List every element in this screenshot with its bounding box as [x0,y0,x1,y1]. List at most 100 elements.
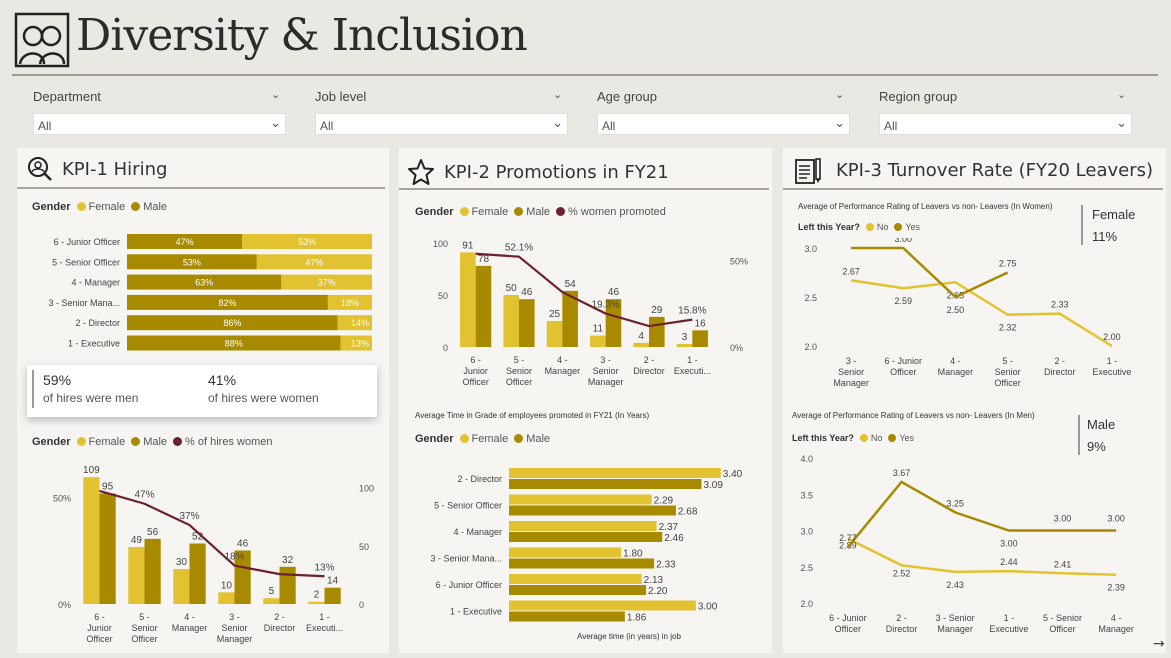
data-label: 18% [341,298,359,308]
data-label: 46 [521,287,533,298]
chevron-down-icon[interactable]: ⌄ [835,88,845,101]
category-label: 3 - Senior Manager [936,613,975,634]
filter-dropdown[interactable]: All ⌄ [33,113,286,135]
filter-label: Region group [879,89,958,104]
legend-gender[interactable]: Gender Female Male % women promoted [415,206,666,218]
bar-female [676,343,693,347]
chevron-down-icon: ⌄ [834,115,845,130]
data-label: 30 [176,557,188,568]
series-line [847,537,1117,576]
hiring-stacked-chart: 6 - Junior Officer 47% 53% 5 - Senior Offic… [48,234,372,351]
bar-male [692,330,708,347]
turnover-women-chart: 3.0 2.5 2.0 3 -Senior Manager 6 - Junior Offic… [804,238,1131,388]
data-label: 4 [638,331,644,342]
category-label: 4 -Manager [172,612,208,633]
turnover-men-chart: 4.0 3.5 3.0 2.5 2.0 6 - Junior Officer 2 -Direc… [800,454,1134,634]
legend-female: Female [88,201,126,213]
bar-female [509,600,696,611]
tick-label: 50 [359,542,369,552]
data-label: 2.37 [659,522,679,533]
line-label: 47% [134,490,154,501]
search-person-icon [28,157,52,181]
kpi3-panel: KPI-3 Turnover Rate (FY20 Leavers) Avera… [783,148,1166,653]
chevron-down-icon[interactable]: ⌄ [271,88,281,101]
kpi1-title: KPI-1 Hiring [62,159,168,180]
bar-female [281,274,372,290]
bar-female [340,335,372,351]
bar-male [127,274,282,290]
filter-label: Department [33,89,101,104]
tick-label: 0 [443,343,448,353]
category-label: 3 - Senior Mana... [430,554,502,564]
legend-gender-2[interactable]: Gender Female Male % of hires women [32,436,272,448]
bar-female [460,252,476,347]
tick-label: 50 [438,291,448,301]
bar-female [503,295,519,347]
data-label: 16 [695,318,707,329]
filter-dropdown[interactable]: All ⌄ [315,113,568,135]
legend-left[interactable]: Left this Year? No Yes [798,222,920,232]
chevron-down-icon[interactable]: ⌄ [1117,88,1127,101]
legend-female: Female [471,206,509,218]
chevron-down-icon: ⌄ [1116,115,1127,130]
legend-gender-2[interactable]: Gender Female Male [415,433,550,445]
category-label: 6 - Junior Officer [54,237,120,247]
filter-dropdown[interactable]: All ⌄ [879,113,1132,135]
data-label: 82% [218,298,236,308]
legend-gender[interactable]: Gender Female Male [32,201,167,213]
bar-female [128,546,145,604]
bar-female [242,234,372,249]
data-label: 11 [593,324,604,335]
chevron-down-icon: ⌄ [270,115,281,130]
data-label: 53% [298,237,316,247]
category-label: 6 - Junior Officer [829,613,867,634]
data-label: 2.46 [664,533,684,544]
data-label: 13% [351,339,369,349]
data-label: 2.20 [648,586,668,597]
data-label: 2.50 [947,305,965,315]
data-label: 3.00 [894,238,912,244]
bar-male [509,479,702,489]
next-page-arrow-icon[interactable]: → [1153,636,1165,652]
series-line [846,480,1117,548]
category-label: 2 -Director [1044,356,1076,377]
category-label: 5 -Senior Officer [506,355,532,387]
legend-line: % women promoted [568,206,666,218]
data-label: 14 [327,576,339,587]
bar-male [509,532,663,542]
category-label: 4 -Manager [1098,613,1134,634]
line-label: 18% [224,552,244,563]
line-label: 15.8% [678,306,706,317]
chevron-down-icon[interactable]: ⌄ [553,88,563,101]
category-label: 3 -Senior Manager [217,612,253,644]
legend-male: Male [526,433,551,445]
bar-male [509,505,676,516]
bar-male [189,543,206,604]
tick-label: 4.0 [800,454,813,464]
filter-value: All [38,119,52,133]
bar-male [127,294,328,310]
legend-yes: Yes [899,433,915,443]
data-label: 3.40 [723,469,743,480]
bar-female [509,468,721,478]
tick-label: 2.5 [804,293,817,303]
bar-male [279,566,296,604]
data-label: 2.13 [644,575,664,586]
legend-title: Gender [415,206,454,218]
bar-male [127,335,341,351]
women-hires-value: 41% [208,372,237,388]
legend-left-2[interactable]: Left this Year? No Yes [792,433,914,443]
filter-dropdown[interactable]: All ⌄ [597,113,850,135]
data-label: 46 [608,287,620,298]
tick-label: 0% [730,343,743,353]
bar-female [263,598,280,604]
header: Diversity & Inclusion [12,10,1158,76]
line-label: 19.3% [591,300,619,311]
category-label: 5 -Senior Officer [131,612,157,644]
category-label: 5 - Senior Officer [52,257,120,267]
bar-female [509,574,642,584]
bar-female [509,547,622,558]
data-label: 3 [682,332,688,343]
